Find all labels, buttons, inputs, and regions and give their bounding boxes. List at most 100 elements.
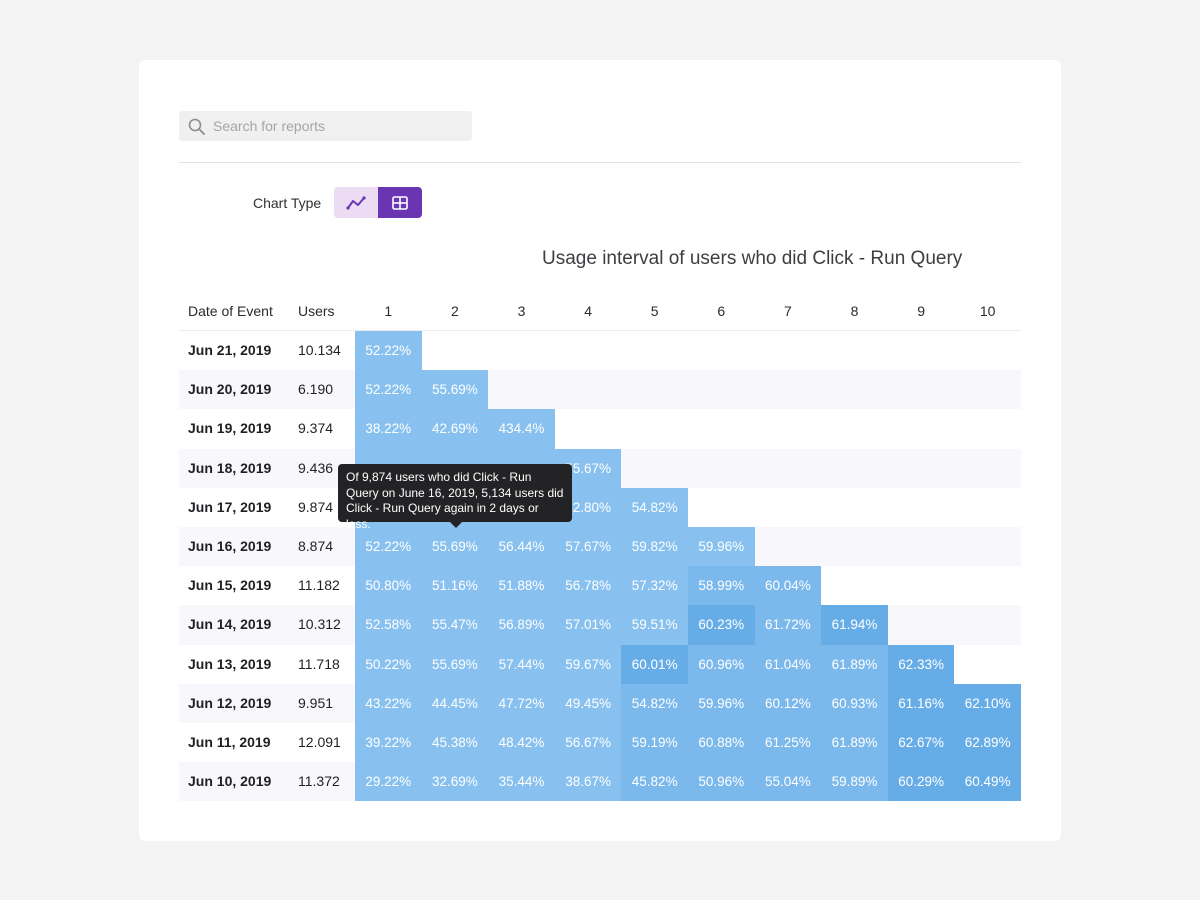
interval-cell[interactable]: 44.45%	[421, 683, 489, 723]
interval-cell[interactable]: 61.89%	[821, 644, 888, 684]
table-row[interactable]: Jun 21, 2019 10.134 52.22%	[179, 331, 1021, 371]
report-card: Chart Type Usage interval of users who d…	[139, 60, 1061, 841]
interval-cell[interactable]: 45.82%	[621, 762, 688, 802]
table-chart-button[interactable]	[378, 187, 422, 218]
table-title: Usage interval of users who did Click - …	[542, 248, 963, 269]
table-icon	[392, 195, 408, 210]
column-header-interval: 8	[850, 303, 859, 319]
interval-cell[interactable]: 55.04%	[754, 762, 822, 802]
interval-cell[interactable]: 45.38%	[421, 723, 489, 763]
interval-cell[interactable]: 55.69%	[421, 644, 489, 684]
interval-cell[interactable]: 56.78%	[554, 566, 622, 606]
interval-cell[interactable]: 61.25%	[754, 723, 822, 763]
interval-cell[interactable]: 57.01%	[554, 605, 622, 645]
interval-cell[interactable]: 49.45%	[554, 683, 622, 723]
interval-cell[interactable]: 48.42%	[488, 723, 555, 763]
table-row[interactable]: Jun 13, 2019 11.718 50.22% 55.69% 57.44% 59.6…	[179, 644, 1021, 684]
interval-cell[interactable]: 61.94%	[821, 605, 888, 645]
row-date: Jun 15, 2019	[188, 577, 272, 594]
interval-cell[interactable]: 56.89%	[488, 605, 555, 645]
interval-cell[interactable]: 59.89%	[821, 762, 888, 802]
header-divider	[179, 162, 1021, 163]
interval-cell[interactable]: 62.67%	[887, 723, 955, 763]
interval-cell[interactable]: 38.22%	[355, 409, 422, 449]
table-row[interactable]: Jun 17, 2019 9.874 52.80% 54.82%	[179, 487, 1021, 527]
row-users: 11.182	[298, 577, 340, 594]
interval-cell[interactable]: 59.82%	[621, 527, 688, 567]
cell-tooltip: Of 9,874 users who did Click - Run Query…	[338, 464, 572, 531]
interval-cell[interactable]: 55.69%	[421, 370, 489, 410]
row-date: Jun 12, 2019	[188, 694, 272, 711]
table-row[interactable]: Jun 14, 2019 10.312 52.58% 55.47% 56.89% 57.0…	[179, 605, 1021, 645]
interval-cell[interactable]: 29.22%	[355, 762, 422, 802]
table-row[interactable]: Jun 19, 2019 9.374 38.22% 42.69% 434.4%	[179, 409, 1021, 449]
interval-cell[interactable]: 38.67%	[554, 762, 622, 802]
interval-cell[interactable]: 55.47%	[421, 605, 489, 645]
interval-cell[interactable]: 61.72%	[754, 605, 822, 645]
row-users: 11.372	[298, 773, 340, 790]
interval-cell[interactable]: 60.88%	[688, 723, 755, 763]
interval-cell[interactable]: 52.58%	[355, 605, 422, 645]
interval-cell[interactable]: 59.51%	[621, 605, 688, 645]
table-row[interactable]: Jun 18, 2019 9.436 55.67%	[179, 448, 1021, 488]
column-header-interval: 1	[384, 303, 393, 319]
interval-cell[interactable]: 57.44%	[488, 644, 555, 684]
interval-cell[interactable]: 62.33%	[887, 644, 955, 684]
table-row[interactable]: Jun 16, 2019 8.874 52.22% 55.69% 56.44% 57.67…	[179, 527, 1021, 567]
interval-cell[interactable]: 60.29%	[887, 762, 955, 802]
interval-cell[interactable]: 434.4%	[488, 409, 555, 449]
search-input[interactable]	[213, 111, 463, 141]
interval-cell[interactable]: 60.12%	[754, 683, 822, 723]
table-row[interactable]: Jun 10, 2019 11.372 29.22% 32.69% 35.44% 38.6…	[179, 762, 1021, 802]
interval-cell[interactable]: 59.19%	[621, 723, 688, 763]
line-chart-button[interactable]	[334, 187, 378, 218]
interval-cell[interactable]: 54.82%	[621, 683, 688, 723]
interval-cell[interactable]: 42.69%	[421, 409, 489, 449]
interval-cell[interactable]: 57.67%	[554, 527, 622, 567]
interval-cell[interactable]: 52.22%	[355, 331, 422, 371]
interval-cell[interactable]: 43.22%	[355, 683, 422, 723]
interval-cell[interactable]: 62.10%	[954, 683, 1021, 723]
search-icon	[188, 118, 205, 135]
interval-cell[interactable]: 57.32%	[621, 566, 688, 606]
search-box[interactable]	[179, 111, 472, 141]
interval-cell[interactable]: 55.69%	[421, 527, 489, 567]
interval-cell[interactable]: 61.89%	[821, 723, 888, 763]
table-row[interactable]: Jun 20, 2019 6.190 52.22% 55.69%	[179, 370, 1021, 410]
interval-cell[interactable]: 50.22%	[355, 644, 422, 684]
interval-cell[interactable]: 60.23%	[688, 605, 755, 645]
interval-cell[interactable]: 59.67%	[554, 644, 622, 684]
interval-cell[interactable]: 39.22%	[355, 723, 422, 763]
interval-cell[interactable]: 56.67%	[554, 723, 622, 763]
interval-cell[interactable]: 60.93%	[821, 683, 888, 723]
row-users: 9.436	[298, 459, 334, 476]
interval-cell[interactable]: 56.44%	[488, 527, 555, 567]
interval-cell[interactable]: 60.49%	[954, 762, 1021, 802]
interval-cell[interactable]: 62.89%	[954, 723, 1021, 763]
column-header-users: Users	[298, 303, 335, 319]
row-date: Jun 21, 2019	[188, 342, 272, 358]
interval-cell[interactable]: 60.04%	[754, 566, 822, 606]
interval-cell[interactable]: 61.04%	[754, 644, 822, 684]
interval-cell[interactable]: 32.69%	[421, 762, 489, 802]
interval-cell[interactable]: 50.96%	[688, 762, 755, 802]
table-row[interactable]: Jun 15, 2019 11.182 50.80% 51.16% 51.88% 56.7…	[179, 566, 1021, 606]
interval-cell[interactable]: 51.88%	[488, 566, 555, 606]
interval-cell[interactable]: 60.96%	[688, 644, 755, 684]
interval-cell[interactable]: 50.80%	[355, 566, 422, 606]
interval-cell[interactable]: 59.96%	[688, 527, 755, 567]
table-row[interactable]: Jun 12, 2019 9.951 43.22% 44.45% 47.72% 49.45…	[179, 683, 1021, 723]
interval-cell[interactable]: 47.72%	[488, 683, 555, 723]
interval-cell[interactable]: 59.96%	[688, 683, 755, 723]
row-users: 10.134	[298, 342, 341, 358]
column-header-interval: 7	[783, 303, 792, 319]
interval-cell[interactable]: 52.22%	[355, 527, 422, 567]
interval-cell[interactable]: 58.99%	[688, 566, 755, 606]
interval-cell[interactable]: 61.16%	[887, 683, 955, 723]
table-row[interactable]: Jun 11, 2019 12.091 39.22% 45.38% 48.42% 56.6…	[179, 723, 1021, 763]
interval-cell[interactable]: 54.82%	[621, 487, 688, 527]
interval-cell[interactable]: 52.22%	[355, 370, 422, 410]
interval-cell[interactable]: 35.44%	[488, 762, 555, 802]
interval-cell[interactable]: 51.16%	[421, 566, 489, 606]
interval-cell[interactable]: 60.01%	[621, 644, 688, 684]
